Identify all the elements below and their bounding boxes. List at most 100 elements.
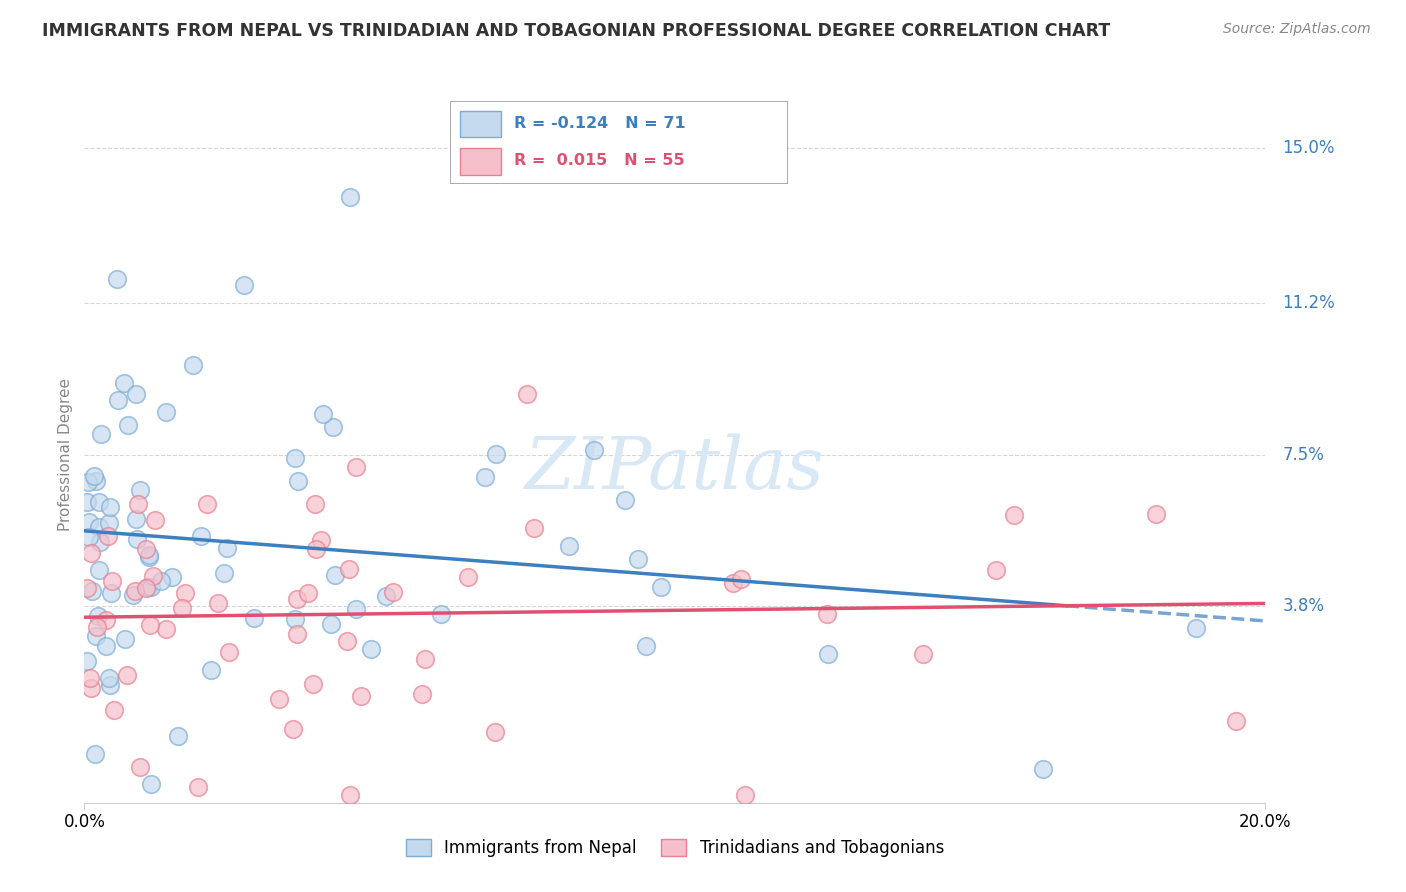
Point xyxy=(322,420,344,434)
Point xyxy=(344,459,367,474)
Point xyxy=(287,475,309,489)
Point xyxy=(285,627,308,641)
Point xyxy=(350,689,373,703)
Point xyxy=(80,584,103,599)
Point xyxy=(984,563,1007,577)
Point xyxy=(284,612,307,626)
Point xyxy=(212,566,235,580)
Point xyxy=(90,427,112,442)
Point xyxy=(138,548,160,562)
Point xyxy=(124,386,146,401)
Point xyxy=(1002,508,1025,522)
Point xyxy=(243,611,266,625)
Point xyxy=(1144,507,1167,521)
Point xyxy=(86,620,108,634)
Text: 11.2%: 11.2% xyxy=(1282,294,1336,312)
Text: 15.0%: 15.0% xyxy=(1282,139,1334,157)
Point xyxy=(815,607,838,621)
Point xyxy=(97,516,120,530)
Point xyxy=(183,358,205,372)
Point xyxy=(121,588,143,602)
Point xyxy=(129,760,152,774)
Point xyxy=(1184,621,1206,635)
Point xyxy=(516,386,538,401)
Point xyxy=(115,667,138,681)
Point xyxy=(98,500,121,515)
Point xyxy=(86,474,108,488)
Point xyxy=(360,641,382,656)
Point xyxy=(155,405,177,419)
Point xyxy=(89,534,111,549)
Point xyxy=(207,596,229,610)
Point xyxy=(160,570,183,584)
Point xyxy=(375,589,398,603)
Point xyxy=(283,722,305,736)
Point xyxy=(200,664,222,678)
Point xyxy=(337,562,360,576)
Point xyxy=(734,788,756,802)
Point xyxy=(305,541,328,556)
Text: R =  0.015   N = 55: R = 0.015 N = 55 xyxy=(515,153,685,168)
Point xyxy=(636,639,658,653)
Point xyxy=(125,512,148,526)
Point xyxy=(97,671,120,685)
Point xyxy=(413,652,436,666)
Point xyxy=(582,443,605,458)
Point xyxy=(142,569,165,583)
Point xyxy=(77,530,100,544)
Point xyxy=(117,417,139,432)
Point xyxy=(150,574,173,588)
Point xyxy=(285,591,308,606)
Point xyxy=(143,513,166,527)
Point xyxy=(267,691,290,706)
Point xyxy=(312,408,335,422)
Point xyxy=(87,519,110,533)
Point xyxy=(233,277,256,292)
Point xyxy=(87,563,110,577)
Point xyxy=(304,497,326,511)
Point xyxy=(297,586,319,600)
Point xyxy=(135,581,157,595)
Point xyxy=(336,633,359,648)
Point xyxy=(139,618,162,632)
Point xyxy=(76,654,98,668)
Point xyxy=(195,497,218,511)
Point xyxy=(127,496,149,510)
Point xyxy=(155,622,177,636)
Point xyxy=(344,602,367,616)
Point xyxy=(1225,714,1247,728)
Point xyxy=(730,572,752,586)
Bar xyxy=(460,111,501,136)
Point xyxy=(723,575,745,590)
Point xyxy=(96,529,118,543)
Point xyxy=(129,483,152,497)
Point xyxy=(141,777,163,791)
Point xyxy=(650,580,672,594)
Point xyxy=(817,648,839,662)
Point xyxy=(485,447,508,461)
Point xyxy=(77,515,100,529)
Text: R = -0.124   N = 71: R = -0.124 N = 71 xyxy=(515,116,686,131)
Point xyxy=(457,570,479,584)
Point xyxy=(103,703,125,717)
Point xyxy=(76,495,98,509)
Point xyxy=(190,529,212,543)
Legend: Immigrants from Nepal, Trinidadians and Tobagonians: Immigrants from Nepal, Trinidadians and … xyxy=(399,832,950,864)
Point xyxy=(86,629,108,643)
Point xyxy=(557,539,579,553)
Point xyxy=(83,469,105,483)
Text: ZIPatlas: ZIPatlas xyxy=(524,434,825,504)
Point xyxy=(911,647,934,661)
Point xyxy=(411,688,433,702)
Point xyxy=(86,609,108,624)
Point xyxy=(125,533,148,547)
Point xyxy=(79,672,101,686)
Point xyxy=(323,568,346,582)
Point xyxy=(614,493,637,508)
Point xyxy=(98,678,121,692)
Point xyxy=(135,541,157,556)
Point xyxy=(284,450,307,465)
Point xyxy=(114,376,136,390)
Point xyxy=(107,393,129,408)
Text: 7.5%: 7.5% xyxy=(1282,446,1324,464)
